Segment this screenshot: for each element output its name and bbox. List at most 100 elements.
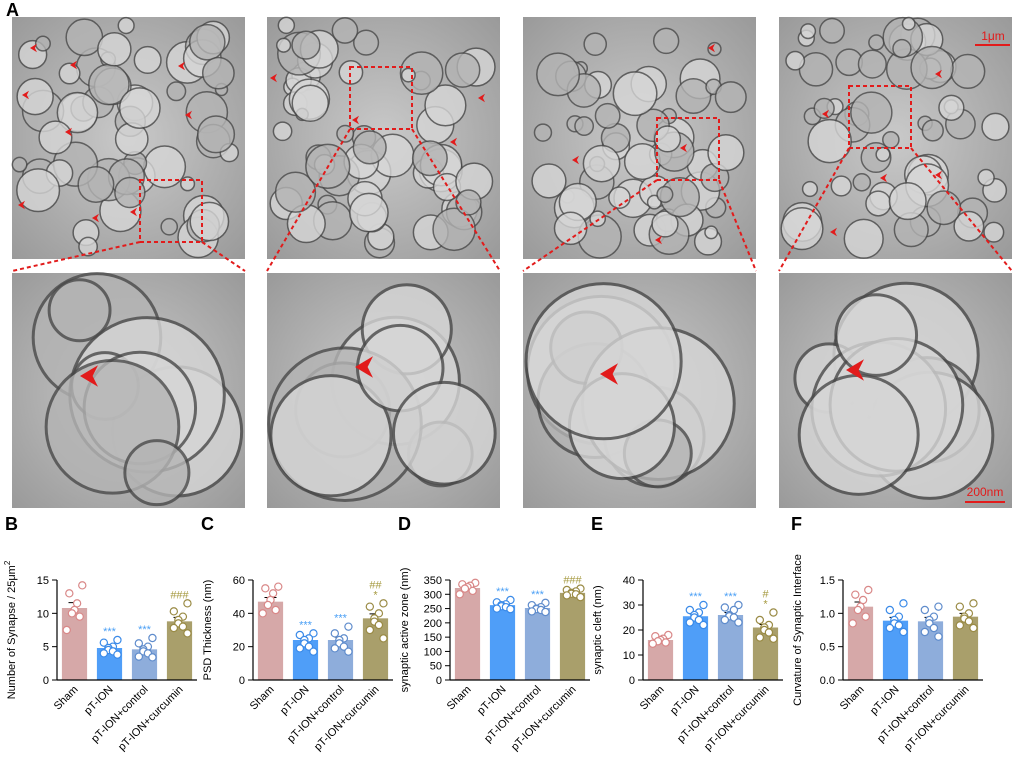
data-point <box>899 627 908 637</box>
data-point <box>379 634 388 643</box>
em-texture <box>275 37 292 53</box>
arrowhead <box>352 115 359 125</box>
x-tick-label: pT-ION <box>278 684 312 718</box>
data-point <box>183 599 192 608</box>
zoom-line <box>718 179 757 272</box>
significance-label: *** <box>531 589 545 601</box>
y-tick-label: 0.5 <box>820 642 835 654</box>
zoom-box <box>139 179 203 243</box>
data-point <box>885 623 895 633</box>
data-point <box>851 590 860 599</box>
em-texture <box>291 84 330 123</box>
y-tick-label: 30 <box>623 600 635 612</box>
data-point <box>78 581 87 590</box>
em-texture <box>865 190 892 217</box>
em-texture <box>892 38 912 59</box>
em-texture <box>78 236 99 257</box>
bar <box>489 605 516 680</box>
data-point <box>258 609 267 618</box>
data-point <box>955 621 965 630</box>
em-texture <box>882 130 900 149</box>
scale-bar-label: 1μm <box>981 29 1005 43</box>
data-point <box>339 642 349 651</box>
em-texture <box>160 217 179 236</box>
em-texture <box>444 52 481 88</box>
arrowhead <box>478 93 485 103</box>
data-point <box>720 615 730 625</box>
em-texture <box>352 29 380 56</box>
data-point <box>685 605 695 615</box>
em-texture <box>553 211 588 246</box>
data-point <box>541 607 550 617</box>
em-texture <box>117 16 135 35</box>
em-texture <box>16 77 54 116</box>
em-texture <box>400 67 416 83</box>
data-point <box>261 584 270 593</box>
data-point <box>562 591 572 600</box>
em-texture <box>11 156 28 173</box>
x-tick-label: pT-ION+curcumin <box>902 684 972 754</box>
significance-label: * <box>763 599 768 611</box>
arrowhead <box>680 143 687 153</box>
em-texture <box>16 168 61 213</box>
arrowhead <box>130 207 137 217</box>
data-point <box>527 607 537 616</box>
y-tick-label: 250 <box>424 604 442 616</box>
em-texture <box>651 210 679 238</box>
zoom-line <box>910 147 1013 272</box>
data-point <box>720 603 730 612</box>
y-tick-label: 1.0 <box>820 608 835 620</box>
data-point <box>134 639 144 648</box>
em-texture <box>123 439 191 507</box>
arrowhead <box>178 61 185 71</box>
zoom-box <box>349 66 413 130</box>
em-texture <box>524 282 683 441</box>
y-axis-label: PSD Thickness (nm) <box>202 580 214 681</box>
data-point <box>506 604 515 614</box>
arrowhead <box>822 109 829 119</box>
em-texture <box>830 175 852 197</box>
y-tick-label: 5 <box>43 642 49 654</box>
bar <box>61 608 88 680</box>
em-texture <box>348 192 389 233</box>
y-tick-label: 100 <box>424 646 442 658</box>
arrowhead <box>30 43 37 53</box>
y-tick-label: 20 <box>233 642 245 654</box>
em-texture <box>58 62 81 85</box>
panel-label: A <box>6 0 19 20</box>
em-texture <box>910 45 954 90</box>
em-texture <box>188 23 226 61</box>
x-tick-label: Sham <box>52 684 81 713</box>
data-point <box>148 633 157 643</box>
data-point <box>99 638 109 647</box>
data-point <box>344 647 353 656</box>
x-tick-label: pT-ION <box>668 684 702 718</box>
data-point <box>969 599 978 608</box>
em-texture <box>97 31 132 67</box>
em-texture <box>800 23 817 40</box>
em-texture <box>432 207 476 252</box>
x-tick-label: pT-ION+curcumin <box>312 684 382 754</box>
data-point <box>330 629 340 638</box>
em-texture <box>843 218 884 259</box>
em-texture <box>656 185 674 204</box>
em-texture <box>785 50 806 71</box>
y-tick-label: 0 <box>43 675 49 687</box>
data-point <box>920 605 930 615</box>
em-texture <box>921 119 944 142</box>
data-point <box>899 599 908 608</box>
y-tick-label: 40 <box>233 608 245 620</box>
em-texture <box>950 53 986 90</box>
data-point <box>113 650 122 659</box>
arrowhead <box>65 127 72 137</box>
em-texture <box>819 17 846 44</box>
em-texture <box>143 145 187 189</box>
data-point <box>169 623 179 633</box>
data-point <box>460 584 470 593</box>
panel-label: B <box>5 514 18 534</box>
em-texture <box>977 168 995 187</box>
data-point <box>75 612 84 621</box>
bar <box>454 588 481 680</box>
zoom-box <box>848 85 912 149</box>
